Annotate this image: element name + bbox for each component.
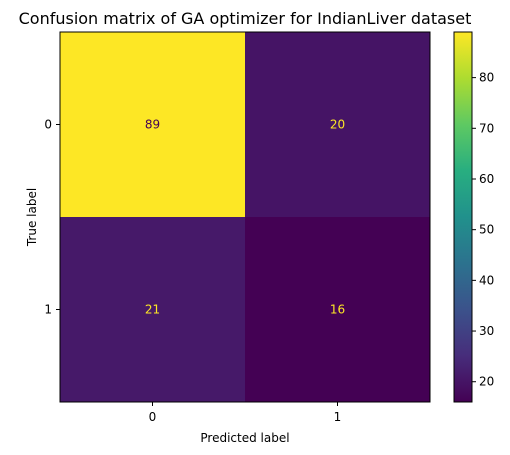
cell-value-label: 21: [145, 303, 160, 317]
x-axis-label: Predicted label: [200, 431, 289, 445]
colorbar-frame: [453, 31, 473, 403]
x-tick-label: 1: [334, 410, 342, 424]
plot-frame: [59, 31, 431, 403]
matrix-cell: [60, 217, 245, 402]
y-tick-label: 1: [44, 303, 52, 317]
colorbar-ticks: 20 30 40 50 60 70 80: [472, 71, 494, 389]
cell-value-label: 89: [145, 118, 160, 132]
colorbar: [454, 32, 472, 402]
colorbar-tick-label: 20: [479, 375, 494, 389]
cell-value-label: 20: [330, 118, 345, 132]
colorbar-tick-label: 30: [479, 324, 494, 338]
colorbar-tick-label: 50: [479, 223, 494, 237]
matrix-cell: [245, 217, 430, 402]
colorbar-tick-label: 60: [479, 172, 494, 186]
matrix-cell: [245, 32, 430, 217]
colorbar-tick-label: 80: [479, 71, 494, 85]
matrix-cells: 89 20 21 16: [60, 32, 430, 402]
chart-title: Confusion matrix of GA optimizer for Ind…: [19, 9, 472, 28]
cell-value-label: 16: [330, 303, 345, 317]
y-axis: 01: [44, 118, 60, 317]
matrix-cell: [60, 32, 245, 217]
colorbar-tick-label: 70: [479, 121, 494, 135]
y-tick-label: 0: [44, 118, 52, 132]
x-tick-label: 0: [149, 410, 157, 424]
colorbar-tick-label: 40: [479, 273, 494, 287]
y-axis-label: True label: [25, 188, 39, 247]
